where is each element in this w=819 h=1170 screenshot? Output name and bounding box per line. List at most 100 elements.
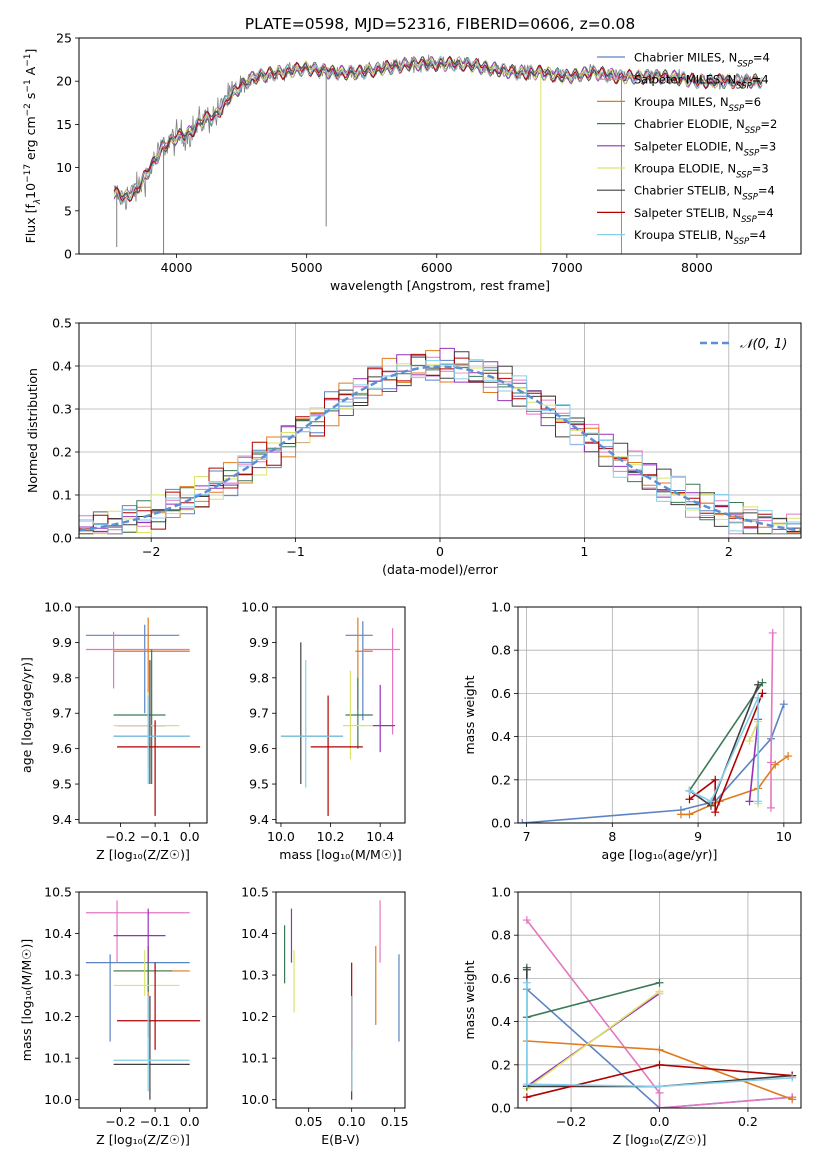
- point-marker: [745, 736, 754, 745]
- point-marker: [522, 965, 531, 974]
- errorbar-chabrier-elodie: [345, 677, 373, 749]
- point-marker: [711, 775, 720, 784]
- x-tick-label: 8000: [681, 260, 713, 275]
- x-tick-label: 0.05: [295, 1114, 323, 1129]
- point-marker: [676, 810, 685, 819]
- y-tick-label: 9.8: [249, 670, 269, 685]
- point-marker: [758, 689, 767, 698]
- axes-frame: [78, 606, 208, 824]
- y-tick-label: 10.5: [241, 885, 269, 900]
- point-marker: [745, 797, 754, 806]
- y-tick-label: 5: [64, 203, 72, 218]
- axes-frame: [275, 891, 406, 1109]
- errorbar-chabrier-miles: [345, 621, 373, 721]
- y-tick-label: 10.0: [44, 600, 72, 615]
- point-marker: [522, 978, 531, 987]
- errorbar-salpeter-miles: [85, 631, 190, 689]
- weight-line-chabrier-miles: [518, 700, 788, 823]
- point-marker: [522, 916, 531, 925]
- y-tick-label: 0.2: [491, 1057, 511, 1072]
- errorbar-kroupa-elodie: [113, 691, 180, 767]
- x-tick-label: −0.2: [105, 1114, 135, 1129]
- axes-weight_vs_age: 7 8 9 10 0.0 0.2 0.4 0.6 0.8 1.0 age [log₁₀(age/yr…: [462, 600, 802, 862]
- y-tick-label: 10.0: [241, 1092, 269, 1107]
- y-tick-label: 0.3: [52, 402, 72, 417]
- plot-area-age_vs_Z: [85, 617, 201, 816]
- y-tick-label: 10.0: [241, 600, 269, 615]
- y-tick-label: 0.1: [52, 488, 72, 503]
- y-tick-label: 0.6: [491, 971, 511, 986]
- x-axis-label: (data-model)/error: [382, 562, 499, 577]
- legend-label: Salpeter MILES, NSSP=4: [634, 73, 769, 92]
- grid-weight_vs_Z: [518, 891, 801, 1109]
- y-tick-label: 0.2: [52, 445, 72, 460]
- errorbar-salpeter-elodie: [113, 908, 166, 963]
- x-tick-label: −0.2: [556, 1114, 586, 1129]
- point-marker: [754, 680, 763, 689]
- point-marker: [522, 1093, 531, 1102]
- y-tick-label: 9.7: [52, 706, 72, 721]
- y-tick-label: 0.6: [491, 686, 511, 701]
- figure-title: PLATE=0598, MJD=52316, FIBERID=0606, z=0…: [245, 15, 635, 33]
- x-tick-label: 0.0: [650, 1114, 670, 1129]
- y-tick-label: 0: [64, 247, 72, 262]
- weight-line-salpeter-miles: [766, 628, 777, 812]
- errorbar-chabrier-elodie: [113, 649, 166, 785]
- errorbar-chabrier-miles: [85, 624, 180, 714]
- y-tick-label: 9.9: [52, 635, 72, 650]
- axes-frame: [78, 891, 208, 1109]
- y-tick-label: 10.1: [241, 1051, 269, 1066]
- point-marker: [788, 1073, 797, 1082]
- errorbar-kroupa-stelib: [280, 660, 343, 788]
- y-tick-label: 25: [56, 31, 72, 46]
- x-axis-label: age [log₁₀(age/yr)]: [602, 847, 718, 862]
- weight-line-kroupa-stelib: [685, 693, 763, 806]
- point-marker: [754, 797, 763, 806]
- x-tick-label: 8: [608, 829, 616, 844]
- errorbar-kroupa-miles: [113, 946, 190, 1038]
- y-tick-label: 0.0: [52, 531, 72, 546]
- x-tick-label: 0.10: [338, 1114, 366, 1129]
- x-axis-label: Z [log₁₀(Z/Z☉)]: [96, 847, 190, 862]
- point-marker: [754, 693, 763, 702]
- y-tick-label: 20: [56, 74, 72, 89]
- errorbar-salpeter-stelib: [117, 962, 201, 1050]
- x-tick-label: 0.2: [738, 1114, 758, 1129]
- x-tick-label: 10.0: [267, 829, 295, 844]
- point-marker: [655, 989, 664, 998]
- point-marker: [784, 752, 793, 761]
- errorbar-chabrier-stelib: [113, 995, 190, 1100]
- errorbar-salpeter-miles: [362, 628, 401, 735]
- y-axis-label: Normed distribution: [25, 368, 40, 493]
- point-marker: [685, 810, 694, 819]
- y-tick-label: 1.0: [491, 885, 511, 900]
- spectrum-legend: Chabrier MILES, NSSP=4 Salpeter MILES, NS…: [597, 51, 777, 247]
- point-marker: [655, 1060, 664, 1069]
- y-tick-label: 10.4: [241, 926, 269, 941]
- errorbar-chabrier-elodie: [113, 946, 173, 992]
- point-marker: [522, 1080, 531, 1089]
- y-tick-label: 0.0: [491, 1101, 511, 1116]
- x-axis-label: E(B-V): [321, 1132, 360, 1147]
- point-marker: [766, 803, 775, 812]
- y-tick-label: 10.5: [44, 885, 72, 900]
- point-marker: [711, 808, 720, 817]
- point-marker: [685, 795, 694, 804]
- weight-line-salpeter-stelib: [685, 689, 767, 817]
- point-marker: [518, 819, 527, 823]
- point-marker: [655, 978, 664, 987]
- y-tick-label: 15: [56, 117, 72, 132]
- plot-area-residuals: [79, 347, 801, 535]
- y-tick-label: 1.0: [491, 600, 511, 615]
- axes-mass_vs_ebv: 0.05 0.10 0.15 10.0 10.1 10.2 10.3 10.4 10.5 E(B-…: [241, 885, 408, 1148]
- legend-label: Kroupa ELODIE, NSSP=3: [634, 162, 769, 181]
- point-marker: [685, 786, 694, 795]
- y-tick-label: 0.4: [491, 729, 511, 744]
- point-marker: [655, 1104, 664, 1108]
- y-tick-label: 9.4: [249, 812, 269, 827]
- y-tick-label: 9.6: [52, 741, 72, 756]
- y-axis-label: mass weight: [462, 675, 477, 754]
- legend-label: Kroupa MILES, NSSP=6: [634, 95, 761, 114]
- y-tick-label: 9.5: [52, 777, 72, 792]
